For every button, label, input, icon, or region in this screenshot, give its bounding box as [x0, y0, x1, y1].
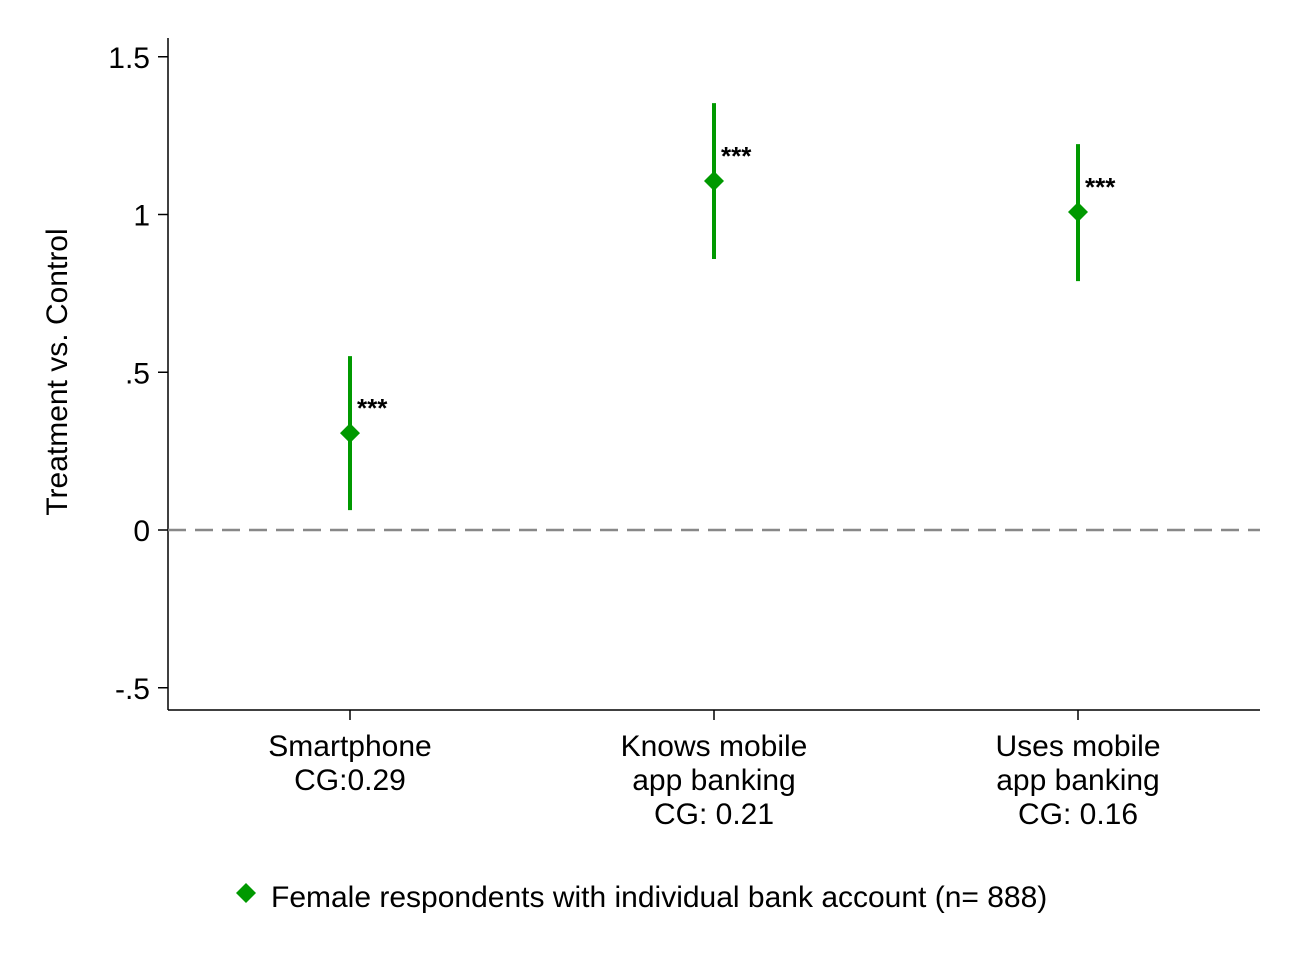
y-tick-label: 1.5	[108, 42, 150, 75]
x-tick-label: Smartphone	[268, 730, 431, 763]
significance-label: ***	[1085, 172, 1116, 202]
y-tick-label: 1	[133, 200, 150, 233]
point-estimate	[1068, 201, 1088, 222]
legend: Female respondents with individual bank …	[236, 881, 1047, 914]
y-tick-label: -.5	[115, 673, 150, 706]
significance-label: ***	[357, 393, 388, 423]
y-axis-label: Treatment vs. Control	[41, 228, 74, 515]
y-tick-label: 0	[133, 515, 150, 548]
point-estimate	[704, 171, 724, 192]
x-tick-label: app banking	[632, 764, 795, 797]
legend-label: Female respondents with individual bank …	[271, 881, 1047, 914]
x-tick-label: Uses mobile	[995, 730, 1160, 763]
legend-marker	[236, 883, 256, 903]
x-tick-label: CG:0.29	[294, 764, 406, 797]
significance-label: ***	[721, 141, 752, 171]
point-estimate	[340, 423, 360, 444]
x-tick-label: CG: 0.16	[1018, 798, 1138, 831]
x-tick-label: app banking	[996, 764, 1159, 797]
y-tick-label: .5	[125, 357, 150, 390]
x-tick-label: CG: 0.21	[654, 798, 774, 831]
x-tick-label: Knows mobile	[621, 730, 808, 763]
